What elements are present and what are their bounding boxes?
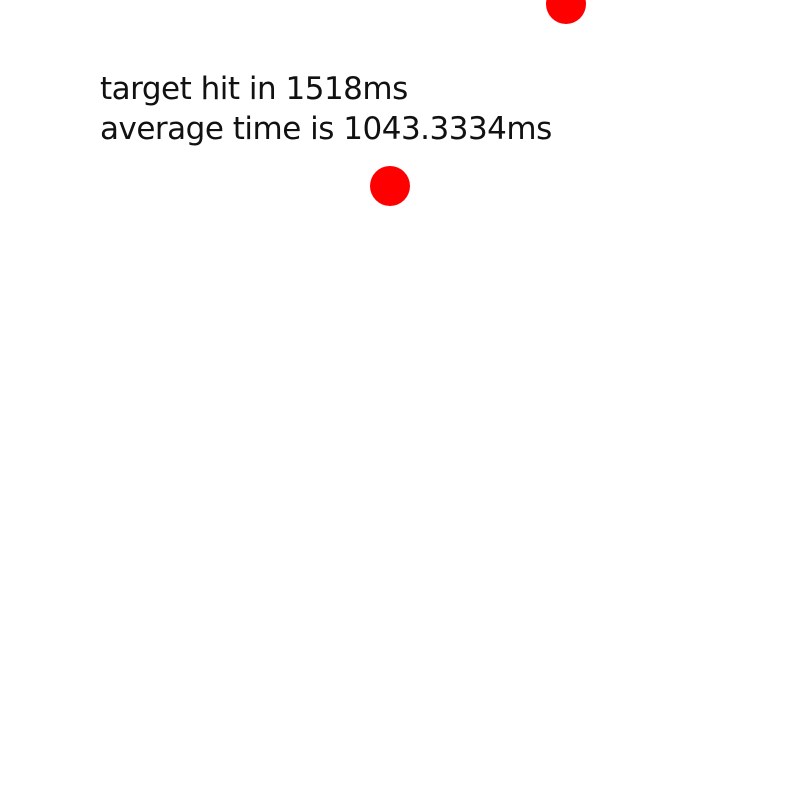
target-circle[interactable] xyxy=(546,0,586,24)
target-circle[interactable] xyxy=(370,166,410,206)
last-hit-time-text: target hit in 1518ms xyxy=(100,71,408,107)
average-time-text: average time is 1043.3334ms xyxy=(100,111,552,147)
